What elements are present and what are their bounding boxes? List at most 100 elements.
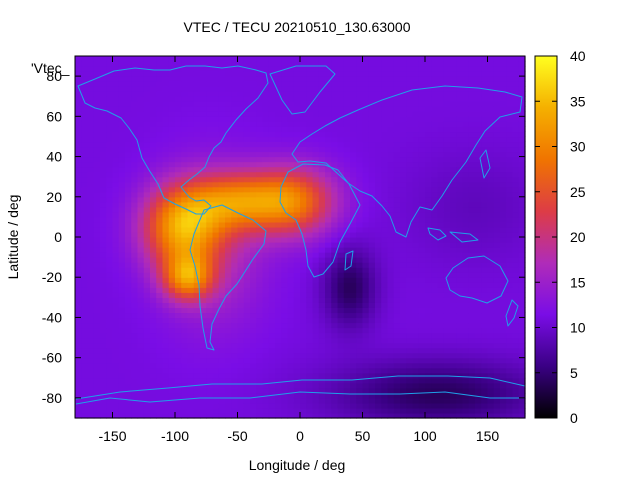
heatmap-cell <box>412 342 420 349</box>
heatmap-cell <box>300 302 307 308</box>
heatmap-cell <box>81 352 89 359</box>
heatmap-cell <box>168 136 176 143</box>
heatmap-cell <box>493 101 501 107</box>
heatmap-cell <box>143 327 151 334</box>
heatmap-cell <box>406 176 414 183</box>
heatmap-cell <box>300 216 307 223</box>
heatmap-cell <box>200 151 207 158</box>
heatmap-cell <box>93 412 101 419</box>
heatmap-cell <box>487 272 495 278</box>
heatmap-cell <box>500 106 507 112</box>
heatmap-cell <box>418 121 426 127</box>
heatmap-cell <box>387 337 395 344</box>
heatmap-cell <box>81 262 89 268</box>
heatmap-cell <box>237 156 245 163</box>
heatmap-cell <box>212 382 220 389</box>
heatmap-cell <box>181 201 189 208</box>
heatmap-cell <box>275 186 282 193</box>
heatmap-cell <box>106 86 114 92</box>
heatmap-cell <box>381 76 389 82</box>
heatmap-cell <box>187 76 195 82</box>
heatmap-cell <box>100 347 107 354</box>
heatmap-cell <box>81 166 89 173</box>
heatmap-cell <box>331 101 339 107</box>
heatmap-cell <box>100 332 107 339</box>
heatmap-cell <box>81 61 89 67</box>
heatmap-cell <box>406 171 414 178</box>
heatmap-cell <box>331 387 339 394</box>
heatmap-cell <box>131 267 139 273</box>
heatmap-cell <box>500 282 507 288</box>
heatmap-cell <box>275 146 282 153</box>
heatmap-cell <box>331 146 339 153</box>
heatmap-cell <box>406 302 414 308</box>
heatmap-cell <box>225 216 232 223</box>
heatmap-cell <box>275 191 282 198</box>
heatmap-cell <box>225 262 232 268</box>
heatmap-cell <box>400 216 407 223</box>
heatmap-cell <box>387 317 395 324</box>
heatmap-cell <box>356 237 364 243</box>
heatmap-cell <box>256 121 264 127</box>
heatmap-cell <box>381 201 389 208</box>
heatmap-cell <box>168 141 176 148</box>
heatmap-cell <box>468 367 476 374</box>
heatmap-cell <box>137 382 145 389</box>
heatmap-cell <box>475 272 482 278</box>
heatmap-cell <box>381 61 389 67</box>
heatmap-cell <box>331 302 339 308</box>
heatmap-cell <box>237 272 245 278</box>
heatmap-cell <box>131 302 139 308</box>
heatmap-cell <box>206 282 214 288</box>
heatmap-cell <box>450 61 457 67</box>
heatmap-cell <box>156 216 164 223</box>
heatmap-cell <box>287 226 295 233</box>
heatmap-cell <box>343 156 351 163</box>
heatmap-cell <box>200 126 207 133</box>
heatmap-cell <box>125 121 132 127</box>
heatmap-cell <box>506 277 514 283</box>
heatmap-cell <box>87 151 95 158</box>
heatmap-cell <box>343 292 351 298</box>
heatmap-cell <box>318 352 326 359</box>
heatmap-cell <box>187 146 195 153</box>
heatmap-cell <box>187 126 195 133</box>
heatmap-cell <box>406 156 414 163</box>
heatmap-cell <box>200 86 207 92</box>
heatmap-cell <box>231 166 239 173</box>
heatmap-cell <box>206 312 214 319</box>
heatmap-cell <box>218 342 226 349</box>
heatmap-cell <box>306 287 314 293</box>
heatmap-cell <box>168 317 176 324</box>
heatmap-cell <box>187 211 195 218</box>
heatmap-cell <box>206 252 214 258</box>
heatmap-cell <box>450 226 457 233</box>
heatmap-cell <box>300 201 307 208</box>
heatmap-cell <box>256 377 264 384</box>
heatmap-cell <box>312 71 320 77</box>
heatmap-cell <box>125 257 132 263</box>
heatmap-cell <box>100 61 107 67</box>
heatmap-cell <box>237 196 245 203</box>
heatmap-cell <box>425 247 432 253</box>
heatmap-cell <box>412 116 420 122</box>
heatmap-cell <box>500 171 507 178</box>
heatmap-cell <box>212 121 220 127</box>
heatmap-cell <box>106 317 114 324</box>
heatmap-cell <box>231 247 239 253</box>
heatmap-cell <box>225 342 232 349</box>
heatmap-cell <box>400 347 407 354</box>
heatmap-cell <box>500 121 507 127</box>
heatmap-cell <box>387 382 395 389</box>
heatmap-cell <box>481 287 489 293</box>
heatmap-cell <box>431 317 439 324</box>
heatmap-cell <box>325 56 332 62</box>
heatmap-cell <box>481 252 489 258</box>
heatmap-cell <box>468 242 476 248</box>
heatmap-cell <box>200 101 207 107</box>
heatmap-cell <box>281 352 289 359</box>
heatmap-cell <box>450 86 457 92</box>
heatmap-cell <box>218 322 226 329</box>
heatmap-cell <box>493 327 501 334</box>
heatmap-cell <box>356 76 364 82</box>
